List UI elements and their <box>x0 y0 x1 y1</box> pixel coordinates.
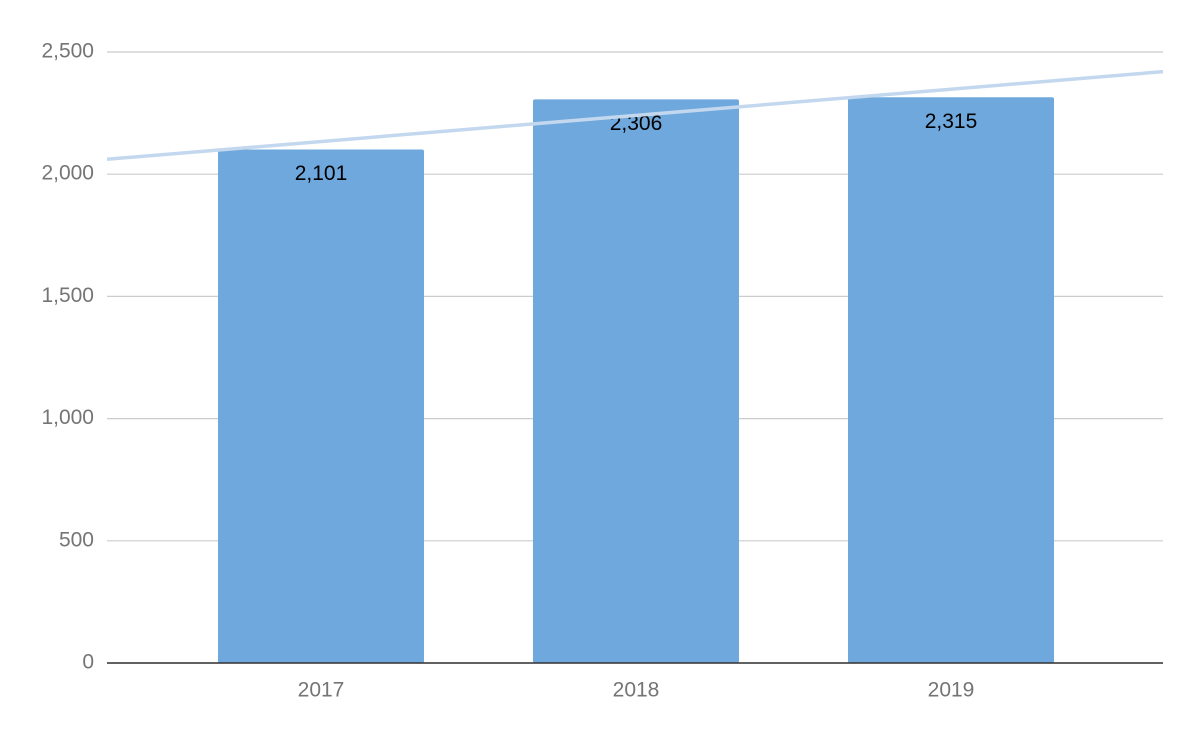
bar <box>533 99 739 664</box>
trendline <box>106 69 1164 162</box>
bar <box>218 149 424 663</box>
data-label: 2,315 <box>925 110 978 133</box>
y-tick-label: 2,500 <box>41 40 94 63</box>
y-tick-label: 1,000 <box>41 406 94 429</box>
y-tick-label: 2,000 <box>41 162 94 185</box>
bar <box>848 97 1054 664</box>
data-label: 2,101 <box>295 162 348 185</box>
y-tick-label: 1,500 <box>41 284 94 307</box>
x-tick-label: 2019 <box>928 679 975 702</box>
x-tick-label: 2018 <box>613 679 660 702</box>
x-tick-label: 2017 <box>298 679 345 702</box>
y-tick-label: 0 <box>82 651 94 674</box>
y-tick-label: 500 <box>59 528 94 551</box>
